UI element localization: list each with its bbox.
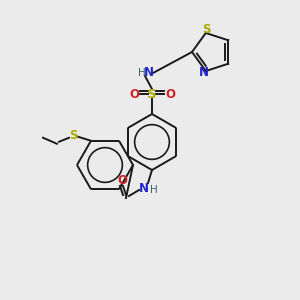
Text: S: S <box>147 88 157 100</box>
Text: N: N <box>139 182 149 194</box>
Text: O: O <box>117 175 127 188</box>
Text: O: O <box>165 88 175 100</box>
Text: N: N <box>199 65 209 79</box>
Text: O: O <box>129 88 139 100</box>
Text: S: S <box>202 23 211 37</box>
Text: N: N <box>144 67 154 80</box>
Text: S: S <box>69 129 77 142</box>
Text: H: H <box>150 185 158 195</box>
Text: H: H <box>138 68 146 78</box>
